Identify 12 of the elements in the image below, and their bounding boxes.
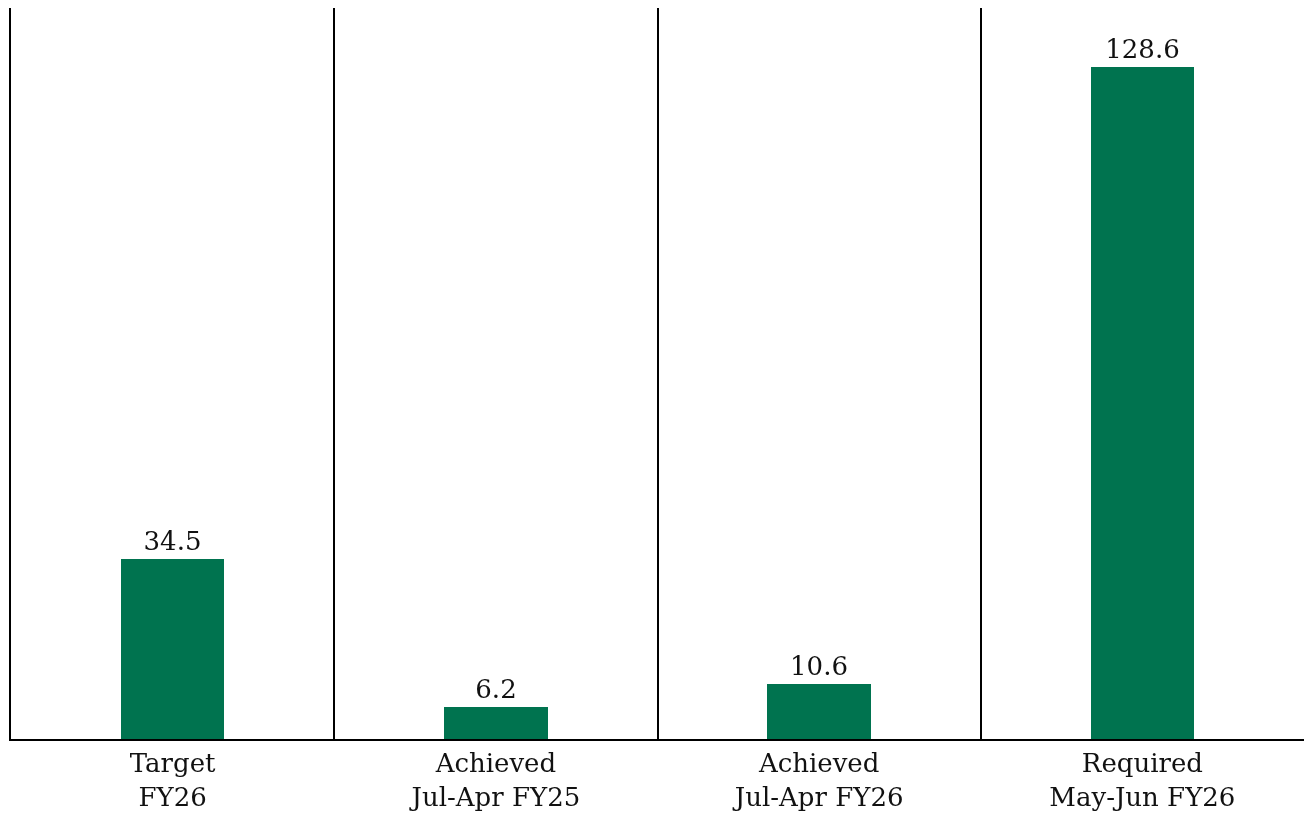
bar xyxy=(444,707,548,739)
x-tick-label: Target FY26 xyxy=(129,748,217,812)
data-label: 128.6 xyxy=(1105,34,1180,64)
x-tick-label: Required May-Jun FY26 xyxy=(1049,748,1236,812)
bar xyxy=(767,684,871,739)
bar xyxy=(121,559,224,739)
x-tick-label: Achieved Jul-Apr FY26 xyxy=(731,748,904,812)
x-tick-label: Achieved Jul-Apr FY25 xyxy=(408,748,581,812)
data-label: 10.6 xyxy=(790,651,848,681)
data-label: 34.5 xyxy=(143,526,202,556)
data-label: 6.2 xyxy=(475,674,517,704)
bar xyxy=(1091,67,1194,739)
